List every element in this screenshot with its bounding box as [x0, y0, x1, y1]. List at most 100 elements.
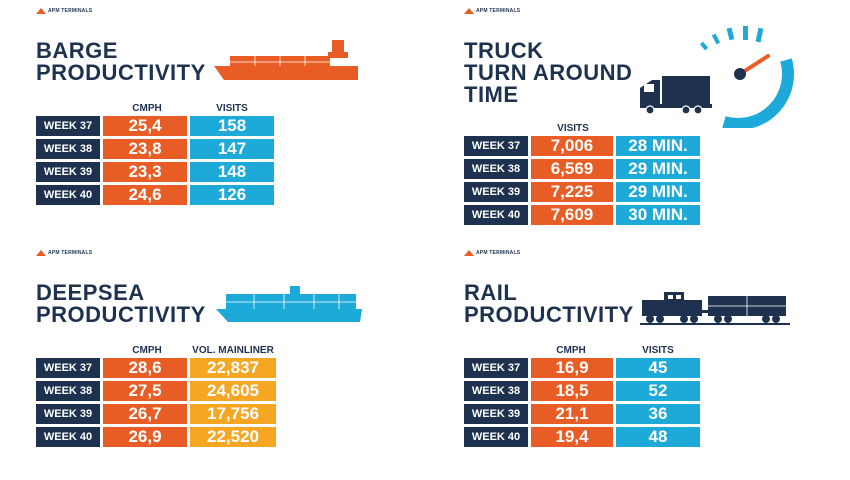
barge-visits-value: 126 — [190, 185, 274, 205]
barge-cmph-value: 23,8 — [103, 139, 187, 159]
deepsea-row-37: WEEK 37 28,6 22,837 — [36, 358, 276, 378]
truck-row-38: WEEK 38 6,569 29 MIN. — [464, 159, 700, 179]
week-label: WEEK 37 — [36, 116, 100, 136]
rail-cmph-value: 16,9 — [531, 358, 613, 378]
train-icon — [640, 292, 790, 325]
rail-row-37: WEEK 37 16,9 45 — [464, 358, 700, 378]
truck-row-40: WEEK 40 7,609 30 MIN. — [464, 205, 700, 225]
rail-visits-value: 48 — [616, 427, 700, 447]
week-label: WEEK 40 — [464, 205, 528, 225]
truck-speedometer-icon — [640, 26, 794, 128]
rail-row-39: WEEK 39 21,1 36 — [464, 404, 700, 424]
truck-time-value: 30 MIN. — [616, 205, 700, 225]
deepsea-col-cmph: CMPH — [132, 345, 162, 356]
week-label: WEEK 39 — [464, 404, 528, 424]
truck-title-line2: TURN AROUND — [464, 60, 633, 85]
logo-text: APM TERMINALS — [48, 250, 93, 256]
logo-text: APM TERMINALS — [476, 8, 521, 14]
logo-text: APM TERMINALS — [476, 250, 521, 256]
barge-cmph-value: 24,6 — [103, 185, 187, 205]
rail-cmph-value: 19,4 — [531, 427, 613, 447]
rail-title: RAIL PRODUCTIVITY — [464, 282, 634, 326]
rail-title-line2: PRODUCTIVITY — [464, 302, 634, 327]
barge-row-39: WEEK 39 23,3 148 — [36, 162, 274, 182]
barge-visits-value: 147 — [190, 139, 274, 159]
rail-title-line1: RAIL — [464, 280, 518, 305]
rail-visits-value: 52 — [616, 381, 700, 401]
container-ship-icon — [216, 286, 362, 322]
rail-col-cmph: CMPH — [556, 345, 586, 356]
deepsea-cmph-value: 26,9 — [103, 427, 187, 447]
apm-logo: APM TERMINALS — [464, 250, 520, 256]
week-label: WEEK 39 — [36, 404, 100, 424]
week-label: WEEK 39 — [36, 162, 100, 182]
week-label: WEEK 40 — [36, 427, 100, 447]
apm-logo-icon — [464, 250, 474, 256]
week-label: WEEK 39 — [464, 182, 528, 202]
apm-logo-icon — [36, 250, 46, 256]
truck-visits-value: 7,225 — [531, 182, 613, 202]
deepsea-volume-value: 22,520 — [190, 427, 276, 447]
rail-cmph-value: 18,5 — [531, 381, 613, 401]
rail-col-visits: VISITS — [642, 345, 674, 356]
barge-ship-icon — [214, 40, 358, 80]
barge-title-line1: BARGE — [36, 38, 118, 63]
barge-visits-value: 158 — [190, 116, 274, 136]
rail-visits-value: 36 — [616, 404, 700, 424]
barge-title-line2: PRODUCTIVITY — [36, 60, 206, 85]
week-label: WEEK 40 — [464, 427, 528, 447]
week-label: WEEK 38 — [464, 381, 528, 401]
deepsea-row-40: WEEK 40 26,9 22,520 — [36, 427, 276, 447]
rail-cmph-value: 21,1 — [531, 404, 613, 424]
truck-row-37: WEEK 37 7,006 28 MIN. — [464, 136, 700, 156]
week-label: WEEK 38 — [36, 139, 100, 159]
truck-visits-value: 6,569 — [531, 159, 613, 179]
apm-logo: APM TERMINALS — [464, 8, 520, 14]
truck-visits-value: 7,609 — [531, 205, 613, 225]
week-label: WEEK 37 — [36, 358, 100, 378]
deepsea-title-line1: DEEPSEA — [36, 280, 145, 305]
rail-visits-value: 45 — [616, 358, 700, 378]
truck-visits-value: 7,006 — [531, 136, 613, 156]
apm-logo: APM TERMINALS — [36, 250, 92, 256]
truck-time-value: 29 MIN. — [616, 159, 700, 179]
deepsea-cmph-value: 28,6 — [103, 358, 187, 378]
apm-logo-icon — [464, 8, 474, 14]
truck-title: TRUCK TURN AROUND TIME — [464, 40, 632, 106]
deepsea-volume-value: 24,605 — [190, 381, 276, 401]
apm-logo: APM TERMINALS — [36, 8, 92, 14]
barge-visits-value: 148 — [190, 162, 274, 182]
barge-row-37: WEEK 37 25,4 158 — [36, 116, 274, 136]
week-label: WEEK 38 — [36, 381, 100, 401]
deepsea-title: DEEPSEA PRODUCTIVITY — [36, 282, 206, 326]
deepsea-cmph-value: 27,5 — [103, 381, 187, 401]
week-label: WEEK 37 — [464, 358, 528, 378]
deepsea-volume-value: 22,837 — [190, 358, 276, 378]
week-label: WEEK 37 — [464, 136, 528, 156]
rail-row-38: WEEK 38 18,5 52 — [464, 381, 700, 401]
logo-text: APM TERMINALS — [48, 8, 93, 14]
deepsea-row-38: WEEK 38 27,5 24,605 — [36, 381, 276, 401]
week-label: WEEK 38 — [464, 159, 528, 179]
apm-logo-icon — [36, 8, 46, 14]
barge-col-cmph: CMPH — [132, 103, 162, 114]
barge-row-40: WEEK 40 24,6 126 — [36, 185, 274, 205]
truck-time-value: 29 MIN. — [616, 182, 700, 202]
deepsea-cmph-value: 26,7 — [103, 404, 187, 424]
barge-cmph-value: 25,4 — [103, 116, 187, 136]
week-label: WEEK 40 — [36, 185, 100, 205]
barge-title: BARGE PRODUCTIVITY — [36, 40, 206, 84]
deepsea-col-vol-mainliner: VOL. MAINLINER — [192, 345, 274, 356]
barge-cmph-value: 23,3 — [103, 162, 187, 182]
rail-row-40: WEEK 40 19,4 48 — [464, 427, 700, 447]
truck-title-line1: TRUCK — [464, 38, 544, 63]
deepsea-row-39: WEEK 39 26,7 17,756 — [36, 404, 276, 424]
deepsea-volume-value: 17,756 — [190, 404, 276, 424]
deepsea-title-line2: PRODUCTIVITY — [36, 302, 206, 327]
barge-row-38: WEEK 38 23,8 147 — [36, 139, 274, 159]
truck-col-visits: VISITS — [557, 123, 589, 134]
truck-title-line3: TIME — [464, 82, 519, 107]
barge-col-visits: VISITS — [216, 103, 248, 114]
truck-time-value: 28 MIN. — [616, 136, 700, 156]
truck-row-39: WEEK 39 7,225 29 MIN. — [464, 182, 700, 202]
